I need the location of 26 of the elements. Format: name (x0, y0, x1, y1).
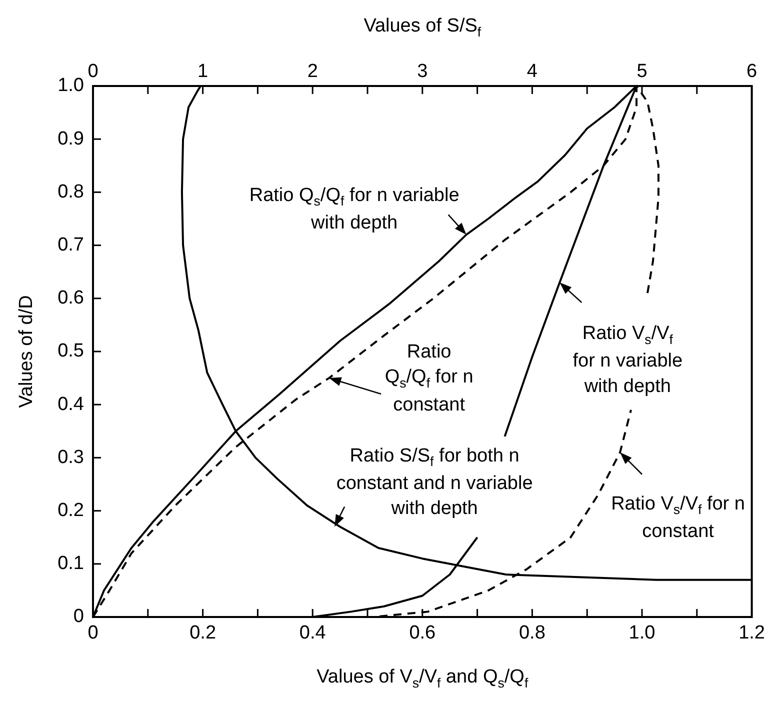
x-tick-label: 0 (88, 622, 98, 644)
x-tick-label: 0.8 (518, 622, 546, 644)
x2-tick-label: 3 (417, 60, 428, 82)
y-tick-label: 0.1 (58, 553, 84, 574)
x-tick-label: 0.6 (409, 622, 436, 644)
x-tick-label: 0.2 (190, 622, 216, 644)
y-tick-label: 0.2 (58, 500, 84, 522)
y-tick-label: 0.8 (58, 181, 84, 202)
x2-tick-label: 1 (198, 60, 208, 82)
y-tick-label: 0.6 (58, 288, 84, 309)
y-axis-title: Values of d/D (16, 295, 37, 408)
x2-tick-label: 6 (746, 60, 758, 82)
x2-tick-label: 4 (526, 60, 538, 82)
x2-tick-label: 2 (307, 60, 318, 82)
x-tick-label: 1.2 (738, 622, 766, 644)
y-tick-label: 1.0 (58, 75, 84, 96)
x-tick-label: 0.4 (299, 622, 326, 644)
x2-tick-label: 5 (636, 60, 648, 82)
x-tick-label: 1.0 (628, 622, 656, 644)
y-tick-label: 0.9 (58, 128, 84, 150)
y-tick-label: 0.7 (58, 234, 84, 256)
y-tick-label: 0.4 (58, 394, 84, 415)
y-tick-label: 0.5 (58, 340, 84, 362)
x2-tick-label: 0 (88, 60, 98, 82)
y-tick-label: 0.3 (58, 446, 84, 468)
y-tick-label: 0 (73, 606, 84, 628)
